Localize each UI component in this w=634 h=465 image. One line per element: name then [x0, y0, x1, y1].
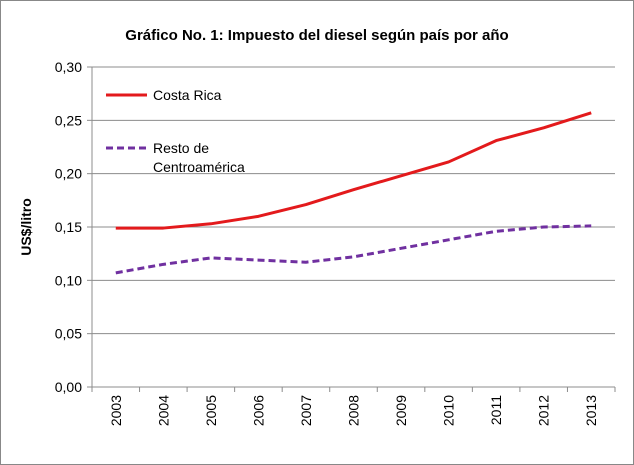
x-tick-label: 2013	[583, 395, 599, 426]
x-tick-label: 2004	[155, 395, 171, 426]
y-tick-label: 0,15	[55, 219, 82, 235]
x-tick-label: 2006	[250, 395, 266, 426]
y-tick-label: 0,05	[55, 326, 82, 342]
x-tick-label: 2011	[488, 395, 504, 425]
legend-label-resto-line1: Resto de	[153, 140, 209, 156]
legend-label-resto-line2: Centroamérica	[153, 159, 245, 175]
x-tick-label: 2008	[346, 395, 362, 426]
y-tick-label: 0,10	[55, 272, 82, 288]
x-tick-label: 2005	[203, 395, 219, 426]
y-tick-label: 0,20	[55, 166, 82, 182]
x-tick-label: 2012	[536, 395, 552, 426]
chart-title: Gráfico No. 1: Impuesto del diesel según…	[125, 27, 508, 44]
x-tick-label: 2009	[393, 395, 409, 426]
x-tick-label: 2007	[298, 395, 314, 426]
legend-label-costa-rica: Costa Rica	[153, 87, 222, 103]
y-tick-label: 0,00	[55, 379, 82, 395]
legend: Costa Rica Resto de Centroamérica	[106, 87, 245, 175]
y-tick-label: 0,25	[55, 112, 82, 128]
series-line-resto-centroamerica	[115, 224, 592, 275]
y-axis-label: US$/litro	[18, 198, 34, 256]
y-tick-label: 0,30	[55, 59, 82, 75]
x-tick-label: 2010	[441, 395, 457, 426]
x-tick-label: 2003	[108, 395, 124, 426]
